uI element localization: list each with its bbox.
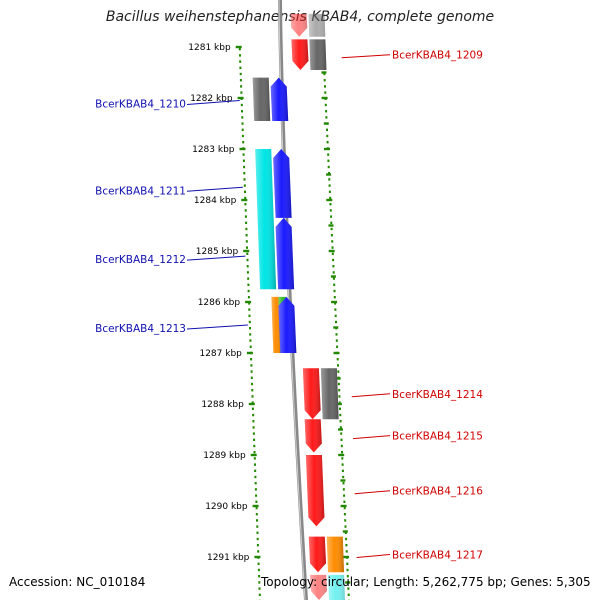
gene-label[interactable]: BcerKBAB4_1209	[341, 50, 483, 62]
gene-label-text: BcerKBAB4_1216	[392, 486, 483, 498]
kbp-tick-label: 1283 kbp	[192, 145, 235, 155]
kbp-minor-tick	[326, 173, 332, 176]
gene-feature[interactable]	[291, 39, 309, 70]
kbp-tick-label: 1286 kbp	[198, 298, 241, 308]
gene-feature[interactable]	[302, 368, 321, 420]
gene-feature[interactable]	[310, 574, 327, 600]
gene-feature[interactable]	[305, 455, 325, 527]
kbp-minor-tick	[323, 122, 329, 125]
kbp-minor-tick	[335, 377, 341, 380]
kbp-tick-right	[340, 504, 347, 508]
gene-feature[interactable]	[308, 13, 326, 37]
gene-label[interactable]: BcerKBAB4_1216	[354, 486, 483, 498]
gene-feature[interactable]	[290, 13, 308, 37]
kbp-tick-left	[239, 147, 246, 151]
gene-feature[interactable]	[252, 77, 271, 121]
kbp-tick-right	[328, 249, 335, 253]
kbp-tick-left	[241, 198, 248, 202]
gene-label-text: BcerKBAB4_1217	[392, 550, 483, 562]
gene-label[interactable]: BcerKBAB4_1211	[95, 185, 243, 197]
gene-label-text: BcerKBAB4_1212	[95, 254, 186, 266]
kbp-tick-label: 1281 kbp	[188, 43, 231, 53]
kbp-tick-right	[321, 96, 328, 100]
kbp-tick-right	[335, 402, 342, 406]
kbp-tick-left	[254, 555, 261, 559]
kbp-tick-left	[245, 300, 252, 304]
kbp-minor-tick	[345, 581, 351, 584]
gene-label[interactable]: BcerKBAB4_1213	[95, 323, 248, 335]
kbp-tick-label: 1284 kbp	[194, 196, 237, 206]
kbp-tick-label: 1288 kbp	[201, 400, 244, 410]
kbp-minor-tick	[328, 224, 334, 227]
kbp-tick-left	[235, 45, 242, 49]
kbp-minor-tick	[330, 275, 336, 278]
gene-label[interactable]: BcerKBAB4_1214	[351, 389, 483, 401]
kbp-tick-right	[338, 453, 345, 457]
kbp-minor-tick	[338, 428, 343, 431]
kbp-tick-label: 1291 kbp	[207, 553, 250, 563]
gene-feature[interactable]	[326, 536, 345, 573]
gene-feature[interactable]	[278, 296, 297, 353]
kbp-tick-left	[243, 249, 250, 253]
kbp-tick-label: 1285 kbp	[196, 247, 239, 257]
gene-label[interactable]: BcerKBAB4_1212	[95, 254, 246, 266]
kbp-tick-left	[250, 453, 257, 457]
gene-feature[interactable]	[328, 574, 345, 600]
kbp-minor-tick	[333, 326, 339, 329]
gene-label[interactable]: BcerKBAB4_1217	[356, 550, 483, 562]
right-dotted-track	[322, 48, 350, 600]
kbp-tick-left	[246, 351, 253, 355]
left-dotted-track	[238, 48, 261, 600]
gene-feature[interactable]	[308, 536, 327, 573]
kbp-tick-left	[237, 96, 244, 100]
gene-feature[interactable]	[273, 149, 292, 218]
kbp-tick-label: 1290 kbp	[205, 502, 248, 512]
kbp-tick-left	[248, 402, 255, 406]
gene-feature[interactable]	[304, 419, 322, 453]
gene-feature[interactable]	[270, 77, 289, 121]
kbp-minor-tick	[340, 479, 346, 482]
kbp-tick-right	[326, 198, 333, 202]
gene-label[interactable]: BcerKBAB4_1215	[353, 431, 483, 443]
gene-label-text: BcerKBAB4_1211	[95, 185, 186, 197]
kbp-tick-label: 1287 kbp	[199, 349, 242, 359]
gene-label-text: BcerKBAB4_1215	[392, 431, 483, 443]
kbp-tick-right	[333, 351, 340, 355]
kbp-tick-right	[331, 300, 338, 304]
gene-label-text: BcerKBAB4_1209	[392, 50, 483, 62]
gene-label-text: BcerKBAB4_1214	[392, 389, 483, 401]
gene-label-text: BcerKBAB4_1213	[95, 323, 186, 335]
gene-feature[interactable]	[309, 39, 327, 70]
gene-label[interactable]: BcerKBAB4_1210	[95, 99, 240, 111]
gene-label-text: BcerKBAB4_1210	[95, 99, 186, 111]
kbp-tick-label: 1282 kbp	[190, 94, 233, 104]
genome-summary: Topology: circular; Length: 5,262,775 bp…	[261, 575, 591, 589]
kbp-minor-tick	[342, 530, 348, 533]
accession-text: Accession: NC_010184	[9, 575, 146, 589]
kbp-tick-right	[343, 555, 349, 559]
kbp-tick-right	[324, 147, 330, 151]
gene-feature[interactable]	[320, 368, 339, 420]
kbp-tick-left	[252, 504, 259, 508]
kbp-minor-tick	[321, 71, 327, 74]
gene-feature[interactable]	[255, 149, 277, 290]
gene-feature[interactable]	[275, 217, 295, 290]
kbp-tick-label: 1289 kbp	[203, 451, 246, 461]
